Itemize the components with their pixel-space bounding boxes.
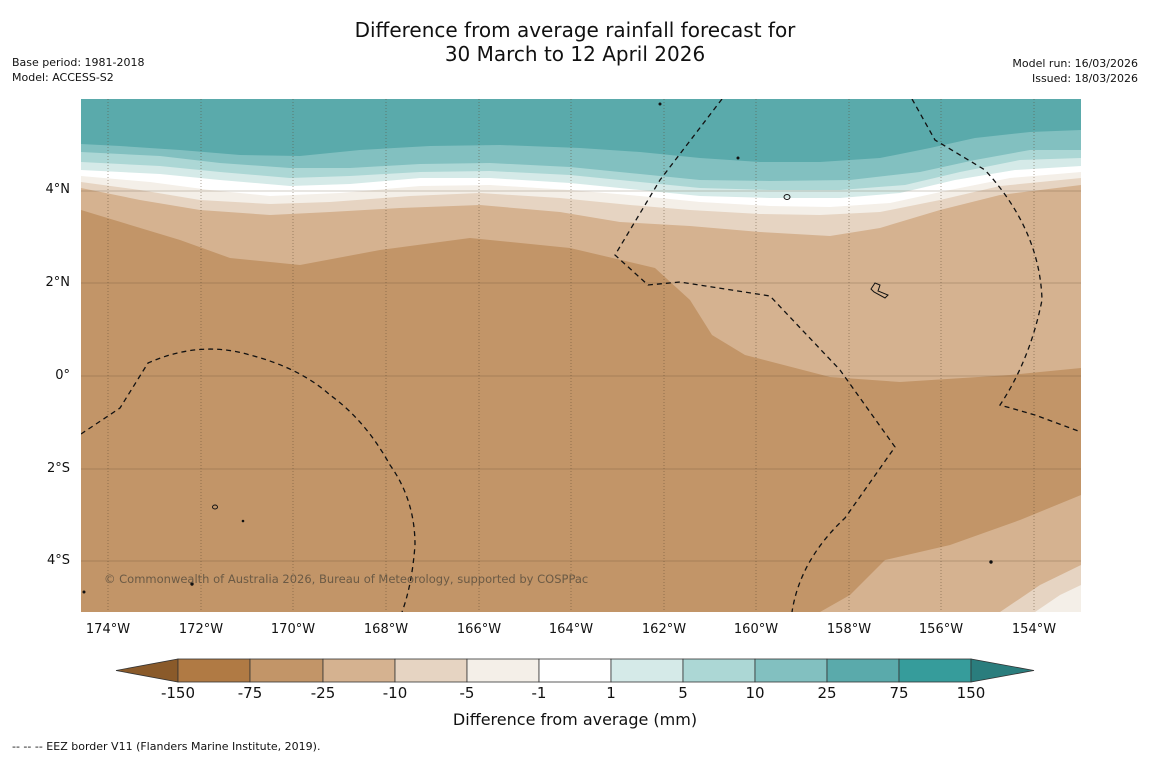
cbar-tick-label: -75: [237, 684, 263, 702]
lat-label: 2°S: [46, 461, 70, 476]
rainfall-contours: [81, 99, 1081, 612]
cbar-tick-label: 10: [745, 684, 765, 702]
island-dot: [658, 102, 662, 106]
base-period: Base period: 1981-2018: [12, 56, 145, 69]
lat-label: 4°N: [45, 182, 71, 197]
contour-se-corner: [820, 495, 1081, 612]
island-kiritimati: [870, 282, 889, 299]
lon-label: 166°W: [456, 622, 502, 637]
lat-label: 2°N: [45, 275, 71, 290]
map-title: Difference from average rainfall forecas…: [0, 18, 1150, 66]
island-outline: [212, 504, 218, 510]
cbar-segment: [754, 658, 828, 683]
eez-kiribati-west: [81, 348, 416, 612]
lat-label: 0°: [55, 368, 70, 383]
cbar-tick-label: -150: [160, 684, 196, 702]
model-run: Model run: 16/03/2026: [1012, 57, 1138, 70]
cbar-segment: [826, 658, 900, 683]
latitude-lines: [81, 190, 1081, 562]
cbar-segment: [682, 658, 756, 683]
cbar-segment: [898, 658, 972, 683]
island-dot: [989, 560, 993, 564]
island-outline: [783, 194, 791, 200]
islands: [82, 102, 993, 594]
cbar-arrow-high: [970, 658, 1035, 683]
cbar-tick-label: -5: [459, 684, 475, 702]
cbar-segment: [610, 658, 684, 683]
cbar-tick-label: -1: [531, 684, 547, 702]
cbar-segment: [394, 658, 468, 683]
lon-label: 168°W: [363, 622, 409, 637]
island-dot: [190, 582, 194, 586]
cbar-segment: [322, 658, 396, 683]
run-info: Model run: 16/03/2026 Issued: 18/03/2026: [1012, 56, 1138, 86]
contour-plus-25: [81, 99, 1081, 162]
cbar-tick-label: -10: [382, 684, 408, 702]
island-dot: [241, 519, 245, 523]
island-dot: [82, 590, 86, 594]
lon-label: 156°W: [918, 622, 964, 637]
cbar-tick-label: 25: [817, 684, 837, 702]
lon-label: 164°W: [548, 622, 594, 637]
island-dot: [736, 156, 740, 160]
cbar-arrow-low: [115, 658, 179, 683]
cbar-segment: [466, 658, 540, 683]
cbar-tick-label: 75: [889, 684, 909, 702]
issued-date: Issued: 18/03/2026: [1031, 72, 1138, 85]
eez-legend: -- -- -- EEZ border V11 (Flanders Marine…: [12, 740, 321, 753]
model-info: Base period: 1981-2018 Model: ACCESS-S2: [12, 55, 144, 85]
lat-label: 4°S: [46, 553, 70, 568]
model-name: Model: ACCESS-S2: [12, 71, 114, 84]
eez-borders: [81, 99, 1081, 612]
colorbar-title: Difference from average (mm): [452, 710, 698, 729]
lon-label: 170°W: [270, 622, 316, 637]
cbar-tick-label: 1: [606, 684, 616, 702]
lon-label: 162°W: [641, 622, 687, 637]
lon-label: 158°W: [826, 622, 872, 637]
cbar-segment: [538, 658, 612, 683]
contour-se-corner-inner2: [1035, 585, 1081, 612]
cbar-segment: [177, 658, 251, 683]
cbar-tick-label: 5: [678, 684, 688, 702]
cbar-tick-label: 150: [956, 684, 986, 702]
title-line-2: 30 March to 12 April 2026: [444, 42, 706, 66]
lon-label: 154°W: [1011, 622, 1057, 637]
lon-label: 160°W: [733, 622, 779, 637]
copyright-notice: © Commonwealth of Australia 2026, Bureau…: [104, 572, 589, 586]
lon-label: 174°W: [85, 622, 131, 637]
cbar-segment: [249, 658, 324, 683]
title-line-1: Difference from average rainfall forecas…: [354, 18, 796, 42]
cbar-tick-label: -25: [310, 684, 336, 702]
lon-label: 172°W: [178, 622, 224, 637]
